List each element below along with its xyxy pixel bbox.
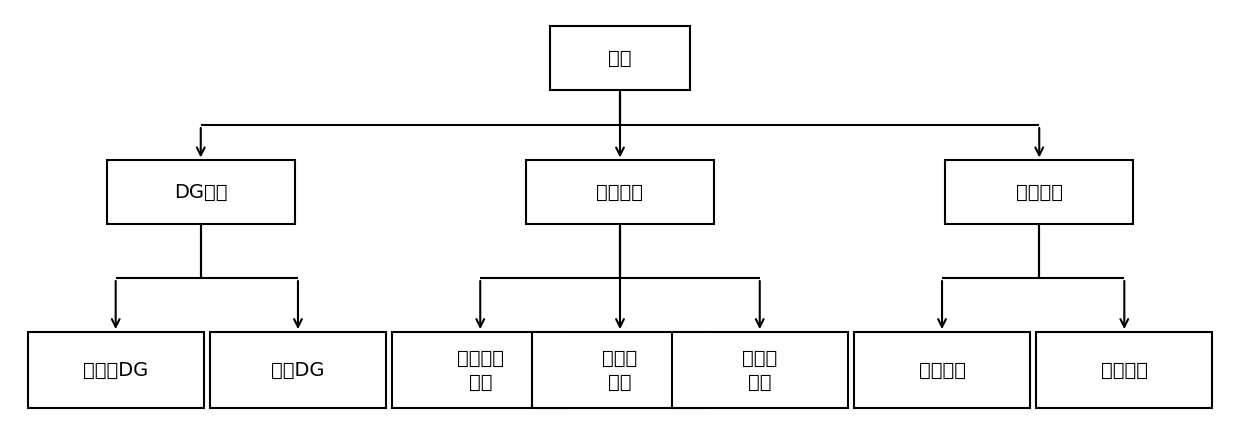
Text: 微网: 微网 [609, 49, 631, 68]
Text: 储能资源: 储能资源 [1016, 183, 1063, 202]
FancyBboxPatch shape [27, 332, 203, 408]
Text: 可控DG: 可控DG [272, 361, 325, 380]
FancyBboxPatch shape [107, 160, 295, 225]
FancyBboxPatch shape [1037, 332, 1213, 408]
FancyBboxPatch shape [210, 332, 386, 408]
FancyBboxPatch shape [551, 26, 689, 90]
Text: 静态储能: 静态储能 [919, 361, 966, 380]
Text: 负荷资源: 负荷资源 [596, 183, 644, 202]
FancyBboxPatch shape [392, 332, 568, 408]
Text: 不可平移
负荷: 不可平移 负荷 [456, 349, 503, 392]
Text: 可平移
负荷: 可平移 负荷 [603, 349, 637, 392]
FancyBboxPatch shape [854, 332, 1030, 408]
FancyBboxPatch shape [532, 332, 708, 408]
Text: 电动汽车: 电动汽车 [1101, 361, 1148, 380]
FancyBboxPatch shape [945, 160, 1133, 225]
Text: 可削减
负荷: 可削减 负荷 [742, 349, 777, 392]
FancyBboxPatch shape [672, 332, 848, 408]
Text: 间歇式DG: 间歇式DG [83, 361, 149, 380]
Text: DG资源: DG资源 [174, 183, 227, 202]
FancyBboxPatch shape [526, 160, 714, 225]
